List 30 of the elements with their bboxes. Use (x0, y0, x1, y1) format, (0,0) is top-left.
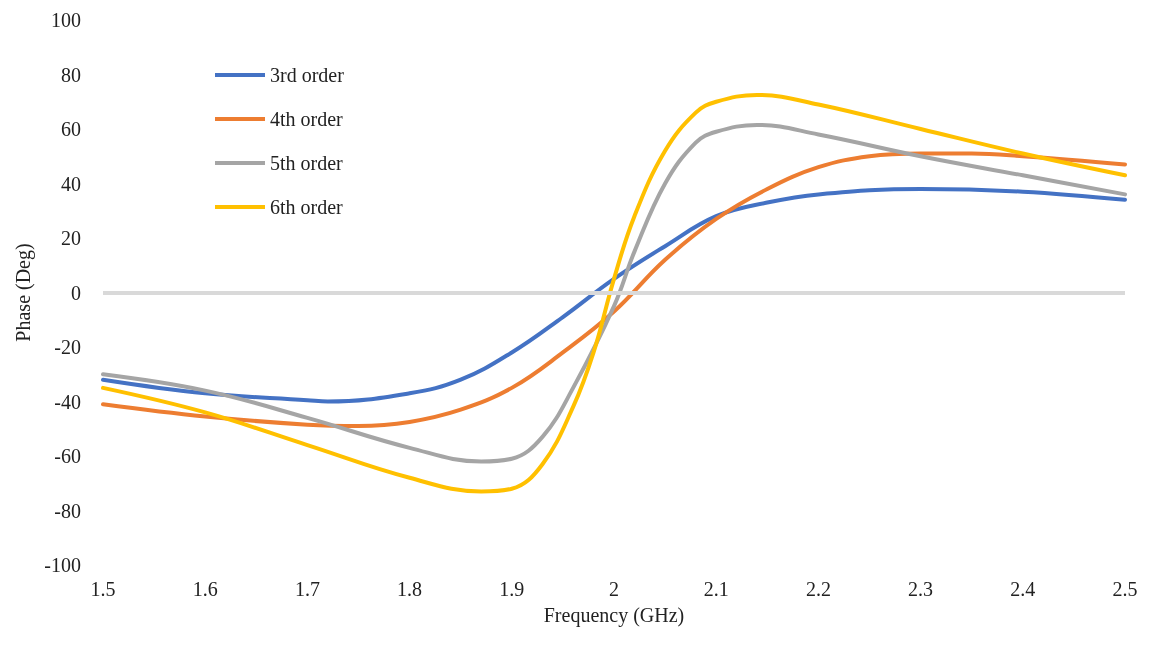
line-series (101, 151, 1127, 429)
x-tick-label: 1.6 (192, 578, 218, 600)
x-tick-label: 2.3 (908, 578, 934, 600)
y-axis-title: Phase (Deg) (12, 243, 36, 342)
y-tick-label: 60 (61, 118, 81, 140)
legend-label: 6th order (270, 196, 344, 218)
line-series (101, 186, 1127, 404)
legend-label: 4th order (270, 108, 344, 130)
y-tick-label: -100 (44, 554, 81, 576)
y-tick-label: -20 (54, 336, 81, 358)
y-tick-label: -80 (54, 499, 81, 522)
legend-label: 5th order (270, 152, 344, 174)
y-tick-label: 100 (51, 9, 81, 31)
x-tick-label: 2.2 (805, 578, 831, 600)
x-tick-label: 2.5 (1112, 578, 1138, 600)
legend-label: 3rd order (270, 64, 345, 86)
y-tick-label: 80 (61, 63, 81, 86)
x-tick-label: 1.8 (397, 578, 423, 600)
y-tick-label: 0 (71, 281, 81, 304)
y-tick-label: -40 (54, 390, 81, 413)
x-axis-title: Frequency (GHz) (543, 604, 685, 627)
y-tick-label: 40 (61, 172, 81, 195)
y-tick-label: 20 (61, 227, 81, 249)
x-tick-label: 2.1 (703, 578, 729, 600)
x-tick-label: 1.5 (90, 578, 116, 600)
x-tick-label: 1.7 (294, 578, 320, 600)
x-tick-label: 2.4 (1010, 578, 1036, 600)
x-tick-label: 1.9 (499, 578, 525, 600)
x-tick-label: 2 (609, 578, 619, 600)
y-tick-label: -60 (54, 445, 81, 467)
